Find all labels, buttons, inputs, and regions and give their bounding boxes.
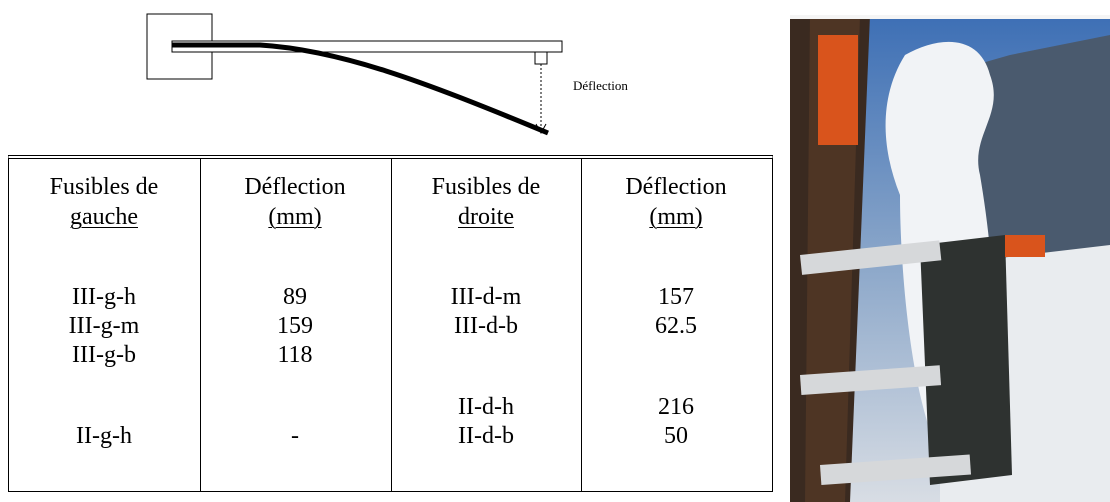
table-cell: 62.5 [655, 313, 697, 339]
beam-tip [534, 51, 548, 65]
header-cell: Fusibles de [49, 174, 159, 200]
table-cell: III-d-m [450, 284, 522, 310]
table-cell: 216 [658, 394, 694, 420]
table-cell: 159 [277, 313, 313, 339]
table-cell: III-g-b [72, 342, 136, 368]
header-cell: droite [458, 204, 514, 230]
table-cell: III-g-m [68, 313, 140, 339]
table-cell: 89 [283, 284, 307, 310]
photo [790, 15, 1110, 502]
table-cell: II-g-h [76, 423, 132, 449]
table-cell: 157 [658, 284, 694, 310]
table-cell: 50 [664, 423, 688, 449]
table-cell: II-d-b [458, 423, 514, 449]
header-cell: Déflection [244, 174, 346, 200]
table-cell: 118 [277, 342, 313, 368]
header-cell: (mm) [649, 204, 703, 230]
header-cell: gauche [70, 204, 138, 230]
arrow-head [535, 123, 547, 135]
table-cell: - [291, 423, 299, 449]
column-line [581, 159, 582, 491]
table: Fusibles de gauche Déflection (mm) Fusibles … [8, 155, 773, 492]
column-line [200, 159, 201, 491]
deflection-label: Déflection [573, 78, 628, 93]
header-cell: Déflection [625, 174, 727, 200]
header-cell: (mm) [268, 204, 322, 230]
table-cell: II-d-h [458, 394, 514, 420]
table-cell: III-d-b [454, 313, 518, 339]
column-line [391, 159, 392, 491]
header-cell: Fusibles de [431, 174, 541, 200]
deflected-beam [172, 42, 549, 136]
table-cell: III-g-h [72, 284, 136, 310]
beam-diagram: Déflection [146, 13, 628, 136]
